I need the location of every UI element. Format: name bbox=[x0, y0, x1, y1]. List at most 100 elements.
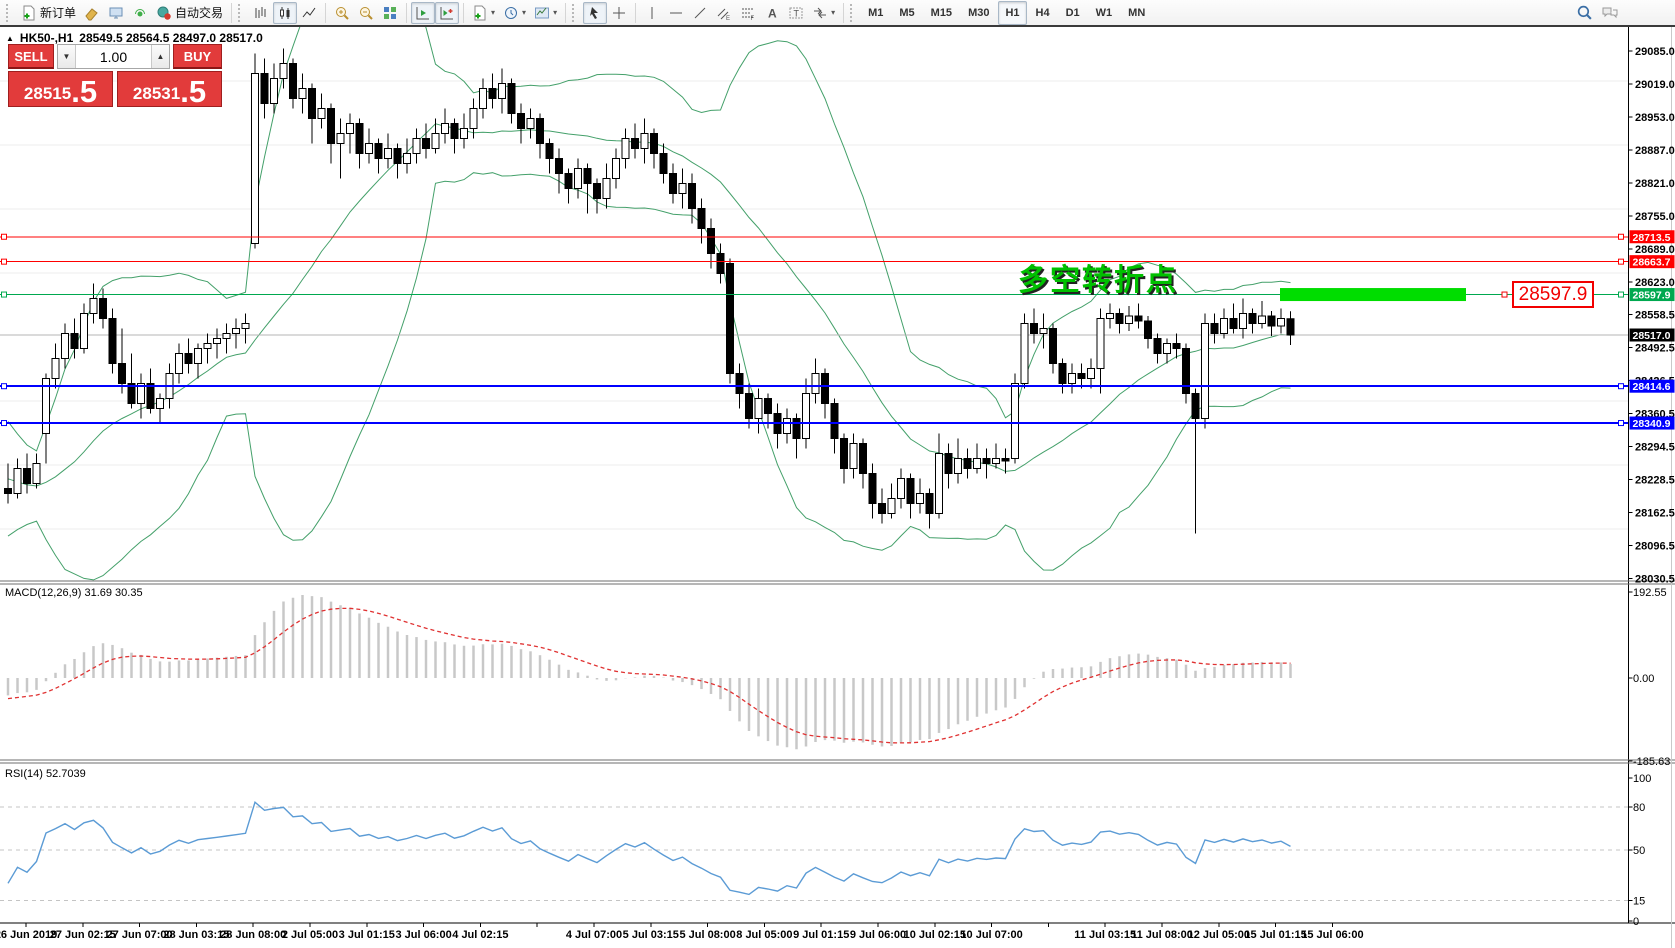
signals-button[interactable] bbox=[128, 2, 152, 24]
timeframe-h4-button[interactable]: H4 bbox=[1035, 6, 1050, 19]
chart-window: 29085.0 29019.0 28953.0 28887.0 28821.0 28755… bbox=[0, 27, 1675, 948]
chart-candles-button[interactable] bbox=[273, 1, 298, 24]
trendline-button[interactable] bbox=[688, 2, 712, 24]
timeframe-mn-button[interactable]: MN bbox=[1128, 6, 1146, 19]
price-tick-label: 28492.5 bbox=[1635, 342, 1675, 354]
time-axis-label: 2 Jul 05:00 bbox=[282, 929, 338, 941]
volume-input[interactable]: 1.00 bbox=[99, 48, 128, 65]
toolbar-grip[interactable] bbox=[572, 3, 579, 22]
crosshair-button[interactable] bbox=[607, 2, 631, 24]
new-order-button[interactable]: 新订单 bbox=[17, 2, 80, 24]
timeframe-m30-button[interactable]: M30 bbox=[968, 6, 990, 19]
turning-point-annotation[interactable]: 多空转折点 bbox=[1018, 263, 1178, 298]
profiles-button[interactable]: ▾ bbox=[530, 2, 561, 24]
rsi-indicator-label: RSI(14) 52.7039 bbox=[5, 768, 86, 780]
auto-scroll-button[interactable] bbox=[411, 1, 436, 24]
time-axis-label: 26 Jun 2019 bbox=[0, 929, 57, 941]
price-axis[interactable]: 29085.0 29019.0 28953.0 28887.0 28821.0 28755… bbox=[1628, 46, 1675, 928]
cursor-button[interactable] bbox=[583, 1, 608, 24]
sell-price-main: 28515 bbox=[23, 84, 72, 103]
rsi-axis-label: 100 bbox=[1633, 773, 1651, 785]
time-axis-label: 9 Jul 01:15 bbox=[793, 929, 849, 941]
toolbar-separator bbox=[463, 2, 465, 23]
chart-line-button[interactable] bbox=[297, 2, 321, 24]
vertical-line-icon bbox=[651, 6, 653, 19]
price-level-badge: 28597.9 bbox=[1633, 290, 1671, 302]
toolbar-grip[interactable] bbox=[6, 3, 13, 22]
auto-trading-button[interactable]: 自动交易 bbox=[152, 2, 227, 24]
rsi-axis-label: 80 bbox=[1633, 802, 1645, 814]
price-chart-canvas[interactable]: 29085.0 29019.0 28953.0 28887.0 28821.0 28755… bbox=[0, 27, 1675, 948]
macd-signal-line bbox=[7, 607, 1291, 744]
price-tick-label: 28294.5 bbox=[1635, 441, 1675, 453]
time-axis-label: 5 Jul 08:00 bbox=[679, 929, 735, 941]
expert-advisors-icon bbox=[109, 7, 123, 18]
auto-scroll-icon bbox=[416, 6, 430, 19]
time-axis-label: 9 Jul 06:00 bbox=[850, 929, 906, 941]
equidistant-channel-button[interactable]: E bbox=[712, 2, 736, 24]
horizontal-line-icon bbox=[670, 12, 683, 13]
time-axis-label: 5 Jul 03:15 bbox=[623, 929, 679, 941]
bollinger-lower-band bbox=[7, 172, 1291, 581]
symbol-period-label: HK50-,H1 bbox=[19, 31, 74, 45]
price-tick-label: 28623.0 bbox=[1635, 277, 1675, 289]
vertical-line-button[interactable] bbox=[640, 2, 664, 24]
chat-icon bbox=[1602, 7, 1618, 18]
chat-button[interactable] bbox=[1597, 2, 1623, 24]
text-icon: A bbox=[768, 6, 777, 20]
eraser-button[interactable] bbox=[80, 2, 104, 24]
price-tick-label: 28953.0 bbox=[1635, 112, 1675, 124]
periods-button[interactable]: ▾ bbox=[499, 2, 530, 24]
label-tool-button[interactable]: T bbox=[784, 2, 808, 24]
sell-price-button[interactable]: 28515.5 bbox=[8, 71, 113, 107]
chart-shift-button[interactable] bbox=[435, 1, 460, 24]
buy-button[interactable]: BUY bbox=[173, 44, 222, 69]
horizontal-line-button[interactable] bbox=[664, 2, 688, 24]
chart-frame bbox=[0, 27, 1675, 948]
label-icon: T bbox=[789, 7, 803, 18]
timeframe-d1-button[interactable]: D1 bbox=[1065, 6, 1080, 19]
collapse-panel-icon[interactable]: ▲ bbox=[6, 33, 14, 43]
macd-axis-label: 192.55 bbox=[1633, 587, 1667, 599]
time-axis-label: 3 Jul 01:15 bbox=[339, 929, 395, 941]
fibonacci-button[interactable]: F bbox=[736, 2, 760, 24]
macd-indicator-label: MACD(12,26,9) 31.69 30.35 bbox=[5, 587, 143, 599]
macd-axis-label: -185.63 bbox=[1633, 756, 1670, 768]
timeframe-h1-button[interactable]: H1 bbox=[998, 0, 1027, 25]
search-button[interactable] bbox=[1572, 2, 1597, 24]
crosshair-icon bbox=[613, 6, 626, 19]
templates-button[interactable]: ▾ bbox=[468, 2, 499, 24]
volume-down-button[interactable]: ▼ bbox=[58, 45, 76, 68]
tile-windows-button[interactable] bbox=[378, 2, 402, 24]
shapes-button[interactable]: ▾ bbox=[808, 2, 839, 24]
timeframe-m5-button[interactable]: M5 bbox=[899, 6, 915, 19]
chart-bars-button[interactable] bbox=[249, 2, 273, 24]
buy-price-button[interactable]: 28531.5 bbox=[117, 71, 222, 107]
zoom-in-button[interactable] bbox=[330, 2, 354, 24]
price-callout-box[interactable]: 28597.9 bbox=[1512, 281, 1594, 308]
price-tick-label: 28821.0 bbox=[1635, 178, 1675, 190]
zoom-out-button[interactable] bbox=[354, 2, 378, 24]
main-toolbar: 新订单 自动交易 bbox=[0, 0, 1675, 27]
buy-price-frac: .5 bbox=[180, 73, 207, 109]
expert-advisors-button[interactable] bbox=[104, 2, 128, 24]
timeframe-m1-button[interactable]: M1 bbox=[868, 6, 884, 19]
time-axis-label: 10 Jul 02:15 bbox=[904, 929, 966, 941]
volume-up-button[interactable]: ▲ bbox=[151, 45, 169, 68]
trade-panel-price-row: 28515.5 28531.5 bbox=[8, 71, 222, 107]
toolbar-separator bbox=[843, 2, 845, 23]
text-tool-button[interactable]: A bbox=[760, 2, 784, 24]
svg-text:T: T bbox=[794, 8, 800, 18]
equidistant-channel-icon: E bbox=[717, 8, 730, 21]
toolbar-grip[interactable] bbox=[850, 3, 857, 22]
timeframe-m15-button[interactable]: M15 bbox=[930, 6, 953, 19]
chevron-down-icon: ▾ bbox=[522, 7, 527, 17]
sell-button[interactable]: SELL bbox=[8, 44, 54, 69]
templates-icon bbox=[474, 5, 486, 20]
price-level-badge: 28663.7 bbox=[1633, 257, 1671, 269]
highlight-zone-rect[interactable] bbox=[1280, 288, 1466, 302]
timeframe-w1-button[interactable]: W1 bbox=[1095, 6, 1113, 19]
toolbar-grip[interactable] bbox=[238, 3, 245, 22]
